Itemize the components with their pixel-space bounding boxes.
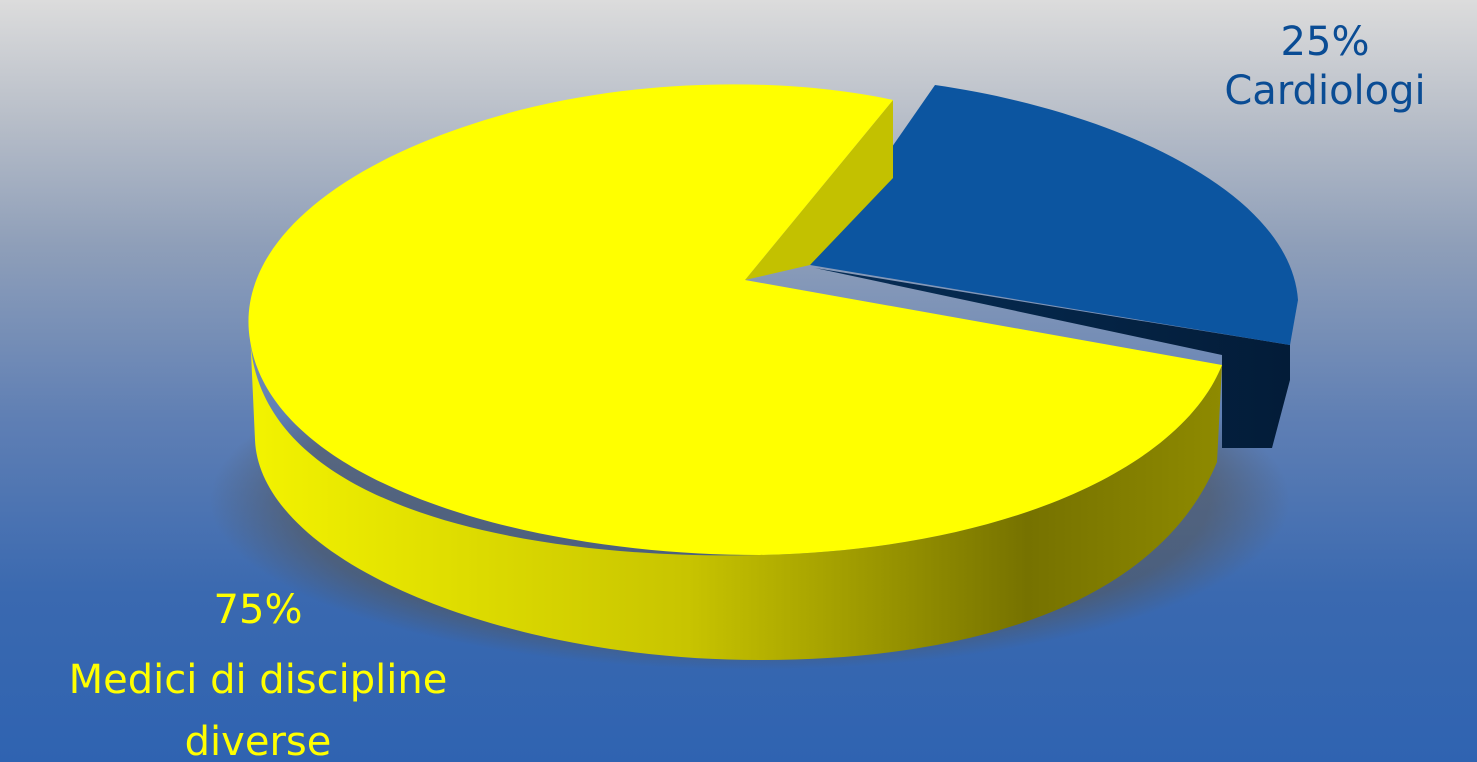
slice-medici-side (250, 330, 1222, 660)
cardiologi-category-label: Cardiologi (1224, 68, 1425, 114)
medici-category-label-line2: diverse (185, 719, 332, 762)
medici-value-label: 75% (214, 587, 303, 633)
medici-category-label-line1: Medici di discipline (69, 657, 448, 703)
slice-cardiologi-side (815, 268, 1290, 448)
cardiologi-value-label: 25% (1281, 19, 1370, 65)
slice-medici (248, 84, 1222, 555)
slice-cardiologi (810, 85, 1298, 345)
